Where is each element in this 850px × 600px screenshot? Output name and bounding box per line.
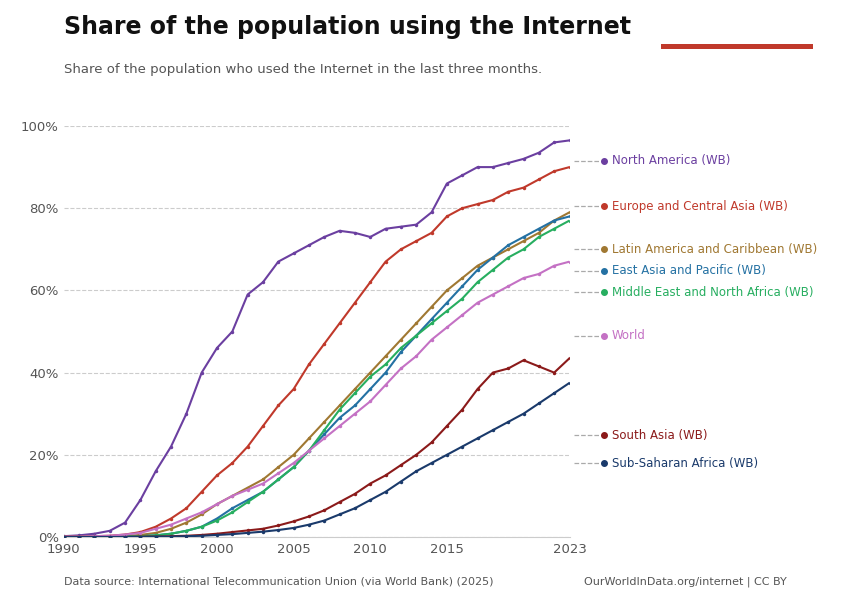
Bar bbox=[661, 44, 813, 49]
Text: World: World bbox=[612, 329, 646, 342]
Text: Data source: International Telecommunication Union (via World Bank) (2025): Data source: International Telecommunica… bbox=[64, 577, 493, 587]
Text: Middle East and North Africa (WB): Middle East and North Africa (WB) bbox=[612, 286, 813, 299]
Text: Share of the population using the Internet: Share of the population using the Intern… bbox=[64, 15, 631, 39]
Text: Share of the population who used the Internet in the last three months.: Share of the population who used the Int… bbox=[64, 63, 542, 76]
Text: Sub-Saharan Africa (WB): Sub-Saharan Africa (WB) bbox=[612, 457, 758, 470]
Text: North America (WB): North America (WB) bbox=[612, 154, 730, 167]
Text: Our World: Our World bbox=[704, 11, 770, 25]
Text: South Asia (WB): South Asia (WB) bbox=[612, 428, 707, 442]
Text: East Asia and Pacific (WB): East Asia and Pacific (WB) bbox=[612, 264, 766, 277]
Text: in Data: in Data bbox=[713, 26, 761, 39]
Text: Europe and Central Asia (WB): Europe and Central Asia (WB) bbox=[612, 200, 788, 212]
Text: OurWorldInData.org/internet | CC BY: OurWorldInData.org/internet | CC BY bbox=[583, 576, 786, 587]
Text: Latin America and Caribbean (WB): Latin America and Caribbean (WB) bbox=[612, 243, 817, 256]
